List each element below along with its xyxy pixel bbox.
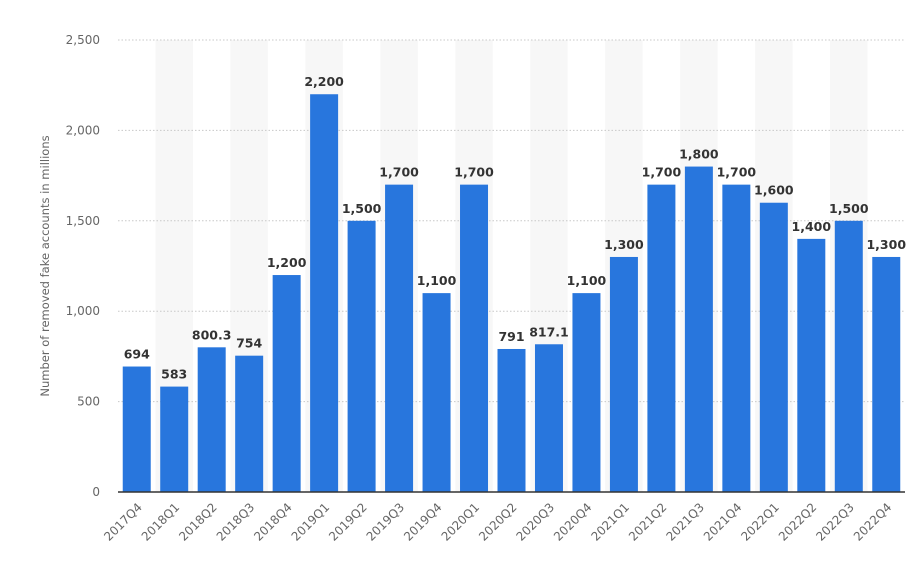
bars [122, 94, 901, 493]
value-labels: 694 583 800.3 754 1,200 2,200 1,500 1,700 1,100 1… [124, 74, 907, 381]
x-tick-label: 2022Q3 [813, 500, 857, 544]
x-tick-label: 2018Q4 [251, 500, 295, 544]
value-label: 800.3 [192, 327, 232, 342]
x-tick-label: 2021Q4 [701, 500, 745, 544]
bar-2021Q3 [684, 166, 713, 492]
x-tick-label: 2022Q2 [776, 500, 820, 544]
bar-2019Q4 [422, 293, 451, 492]
bar-2022Q3 [834, 220, 863, 493]
x-tick-label: 2019Q3 [364, 500, 408, 544]
bar-2022Q2 [797, 238, 826, 492]
bar-2017Q4 [122, 366, 151, 492]
bar-2022Q4 [872, 256, 901, 492]
y-tick-label: 1,500 [66, 214, 100, 228]
y-tick-label: 2,500 [66, 33, 100, 47]
value-label: 1,600 [754, 183, 794, 198]
x-axis-ticks: 2017Q42018Q12018Q22018Q32018Q42019Q12019… [101, 500, 894, 544]
value-label: 1,500 [342, 201, 382, 216]
value-label: 1,700 [454, 165, 494, 180]
bar-2021Q1 [609, 256, 638, 492]
value-label: 1,700 [642, 165, 682, 180]
x-tick-label: 2018Q1 [139, 500, 183, 544]
y-tick-label: 0 [92, 485, 100, 499]
y-tick-label: 1,000 [66, 304, 100, 318]
y-tick-label: 500 [77, 395, 100, 409]
value-label: 1,200 [267, 255, 307, 270]
bar-2021Q4 [722, 184, 751, 492]
y-axis-ticks: 0 500 1,000 1,500 2,000 2,500 [66, 33, 100, 499]
bar-2020Q3 [534, 344, 563, 492]
y-axis-label: Number of removed fake accounts in milli… [38, 135, 52, 396]
x-tick-label: 2020Q3 [514, 500, 558, 544]
bar-2018Q1 [160, 386, 189, 492]
bar-2019Q3 [385, 184, 414, 492]
value-label: 1,400 [792, 219, 832, 234]
x-tick-label: 2020Q2 [476, 500, 520, 544]
value-label: 583 [161, 367, 187, 382]
value-label: 1,800 [679, 147, 719, 162]
x-tick-label: 2019Q2 [326, 500, 370, 544]
value-label: 1,100 [417, 273, 457, 288]
x-tick-label: 2017Q4 [101, 500, 145, 544]
value-label: 817.1 [529, 324, 569, 339]
value-label: 2,200 [304, 74, 344, 89]
x-tick-label: 2021Q1 [588, 500, 632, 544]
x-tick-label: 2020Q1 [439, 500, 483, 544]
bar-2019Q1 [310, 94, 339, 493]
x-tick-label: 2019Q1 [289, 500, 333, 544]
x-tick-label: 2020Q4 [551, 500, 595, 544]
value-label: 791 [498, 329, 524, 344]
bar-2018Q4 [272, 275, 301, 492]
value-label: 1,300 [866, 237, 906, 252]
bar-2021Q2 [647, 184, 676, 492]
bar-2018Q3 [235, 355, 264, 492]
x-tick-label: 2018Q3 [214, 500, 258, 544]
x-tick-label: 2022Q1 [738, 500, 782, 544]
value-label: 1,100 [567, 273, 607, 288]
y-tick-label: 2,000 [66, 123, 100, 137]
x-tick-label: 2021Q2 [626, 500, 670, 544]
x-tick-label: 2019Q4 [401, 500, 445, 544]
bar-2018Q2 [197, 347, 226, 492]
value-label: 1,700 [379, 165, 419, 180]
bar-2020Q1 [460, 184, 489, 492]
value-label: 754 [236, 336, 262, 351]
value-label: 1,700 [717, 165, 757, 180]
bar-2020Q4 [572, 293, 601, 492]
value-label: 1,500 [829, 201, 869, 216]
x-tick-label: 2021Q3 [663, 500, 707, 544]
x-tick-label: 2018Q2 [176, 500, 220, 544]
value-label: 694 [124, 347, 150, 362]
x-tick-label: 2022Q4 [851, 500, 895, 544]
bar-2019Q2 [347, 220, 376, 493]
value-label: 1,300 [604, 237, 644, 252]
bar-2022Q1 [759, 202, 788, 492]
bar-2020Q2 [497, 348, 526, 492]
